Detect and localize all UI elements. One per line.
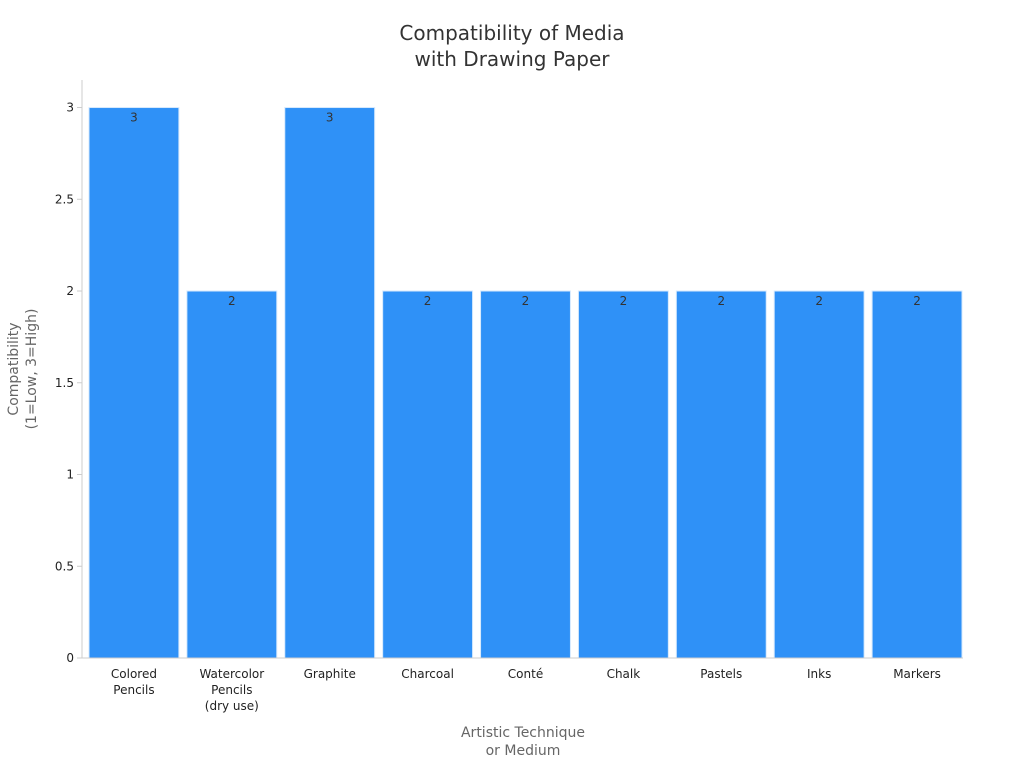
x-tick-label: Watercolor Pencils (dry use) xyxy=(199,667,264,713)
x-tick-label-line: Conté xyxy=(508,667,543,681)
x-tick-label: Inks xyxy=(807,667,831,681)
chart-title-line: with Drawing Paper xyxy=(415,47,611,71)
x-tick-label-line: Pencils xyxy=(113,683,154,697)
bar xyxy=(382,290,474,659)
bar-data-label: 2 xyxy=(424,294,432,308)
y-tick-label: 0.5 xyxy=(55,559,74,573)
bar xyxy=(871,290,963,659)
bar xyxy=(88,107,180,659)
bar xyxy=(773,290,865,659)
y-tick-label: 2 xyxy=(66,284,74,298)
bar-data-label: 2 xyxy=(913,294,921,308)
x-tick-label-line: (dry use) xyxy=(205,699,259,713)
bar-data-label: 3 xyxy=(326,111,334,125)
y-tick-label: 0 xyxy=(66,651,74,665)
y-tick-label: 1 xyxy=(66,468,74,482)
bar xyxy=(577,290,669,659)
y-axis-title-line: Compatibility xyxy=(6,322,22,415)
x-axis-ticks: Colored Pencils Watercolor Pencils (dry use)… xyxy=(111,667,941,713)
y-tick-label: 1.5 xyxy=(55,376,74,390)
bar xyxy=(480,290,571,659)
bar-data-label: 3 xyxy=(130,111,138,125)
bars xyxy=(88,107,963,659)
x-tick-label-line: Charcoal xyxy=(401,667,454,681)
x-tick-label-line: Inks xyxy=(807,667,831,681)
x-tick-label-line: Markers xyxy=(893,667,941,681)
x-tick-label-line: Chalk xyxy=(607,667,641,681)
bar-data-label: 2 xyxy=(228,294,236,308)
x-axis-title-line: Artistic Technique xyxy=(461,725,585,741)
x-axis-title-line: or Medium xyxy=(486,743,561,759)
x-tick-label-line: Watercolor xyxy=(199,667,264,681)
bar-data-label: 2 xyxy=(815,294,823,308)
bar xyxy=(284,107,376,659)
chart-title-line: Compatibility of Media xyxy=(399,21,624,45)
x-tick-label: Chalk xyxy=(607,667,641,681)
x-tick-label: Pastels xyxy=(700,667,742,681)
x-tick-label-line: Graphite xyxy=(304,667,356,681)
bar-data-label: 2 xyxy=(620,294,628,308)
bar xyxy=(675,290,767,659)
x-tick-label-line: Colored xyxy=(111,667,157,681)
y-tick-label: 3 xyxy=(66,101,74,115)
bar xyxy=(186,290,278,659)
x-tick-label: Markers xyxy=(893,667,941,681)
x-tick-label-line: Pastels xyxy=(700,667,742,681)
x-tick-label-line: Pencils xyxy=(211,683,252,697)
y-tick-label: 2.5 xyxy=(55,192,74,206)
bar-data-labels: 3 2 3 2 2 2 2 2 2 xyxy=(130,111,921,308)
x-tick-label: Charcoal xyxy=(401,667,454,681)
x-tick-label: Conté xyxy=(508,667,543,681)
x-tick-label: Graphite xyxy=(304,667,356,681)
x-tick-label: Colored Pencils xyxy=(111,667,157,697)
y-axis-ticks: 0 0.5 1 1.5 2 2.5 3 xyxy=(55,101,82,665)
y-axis-title-line: (1=Low, 3=High) xyxy=(24,309,40,430)
axes xyxy=(81,80,963,659)
bar-data-label: 2 xyxy=(717,294,725,308)
bar-data-label: 2 xyxy=(522,294,530,308)
x-axis-title: Artistic Technique or Medium xyxy=(461,725,585,759)
y-axis-title: Compatibility (1=Low, 3=High) xyxy=(6,309,40,430)
